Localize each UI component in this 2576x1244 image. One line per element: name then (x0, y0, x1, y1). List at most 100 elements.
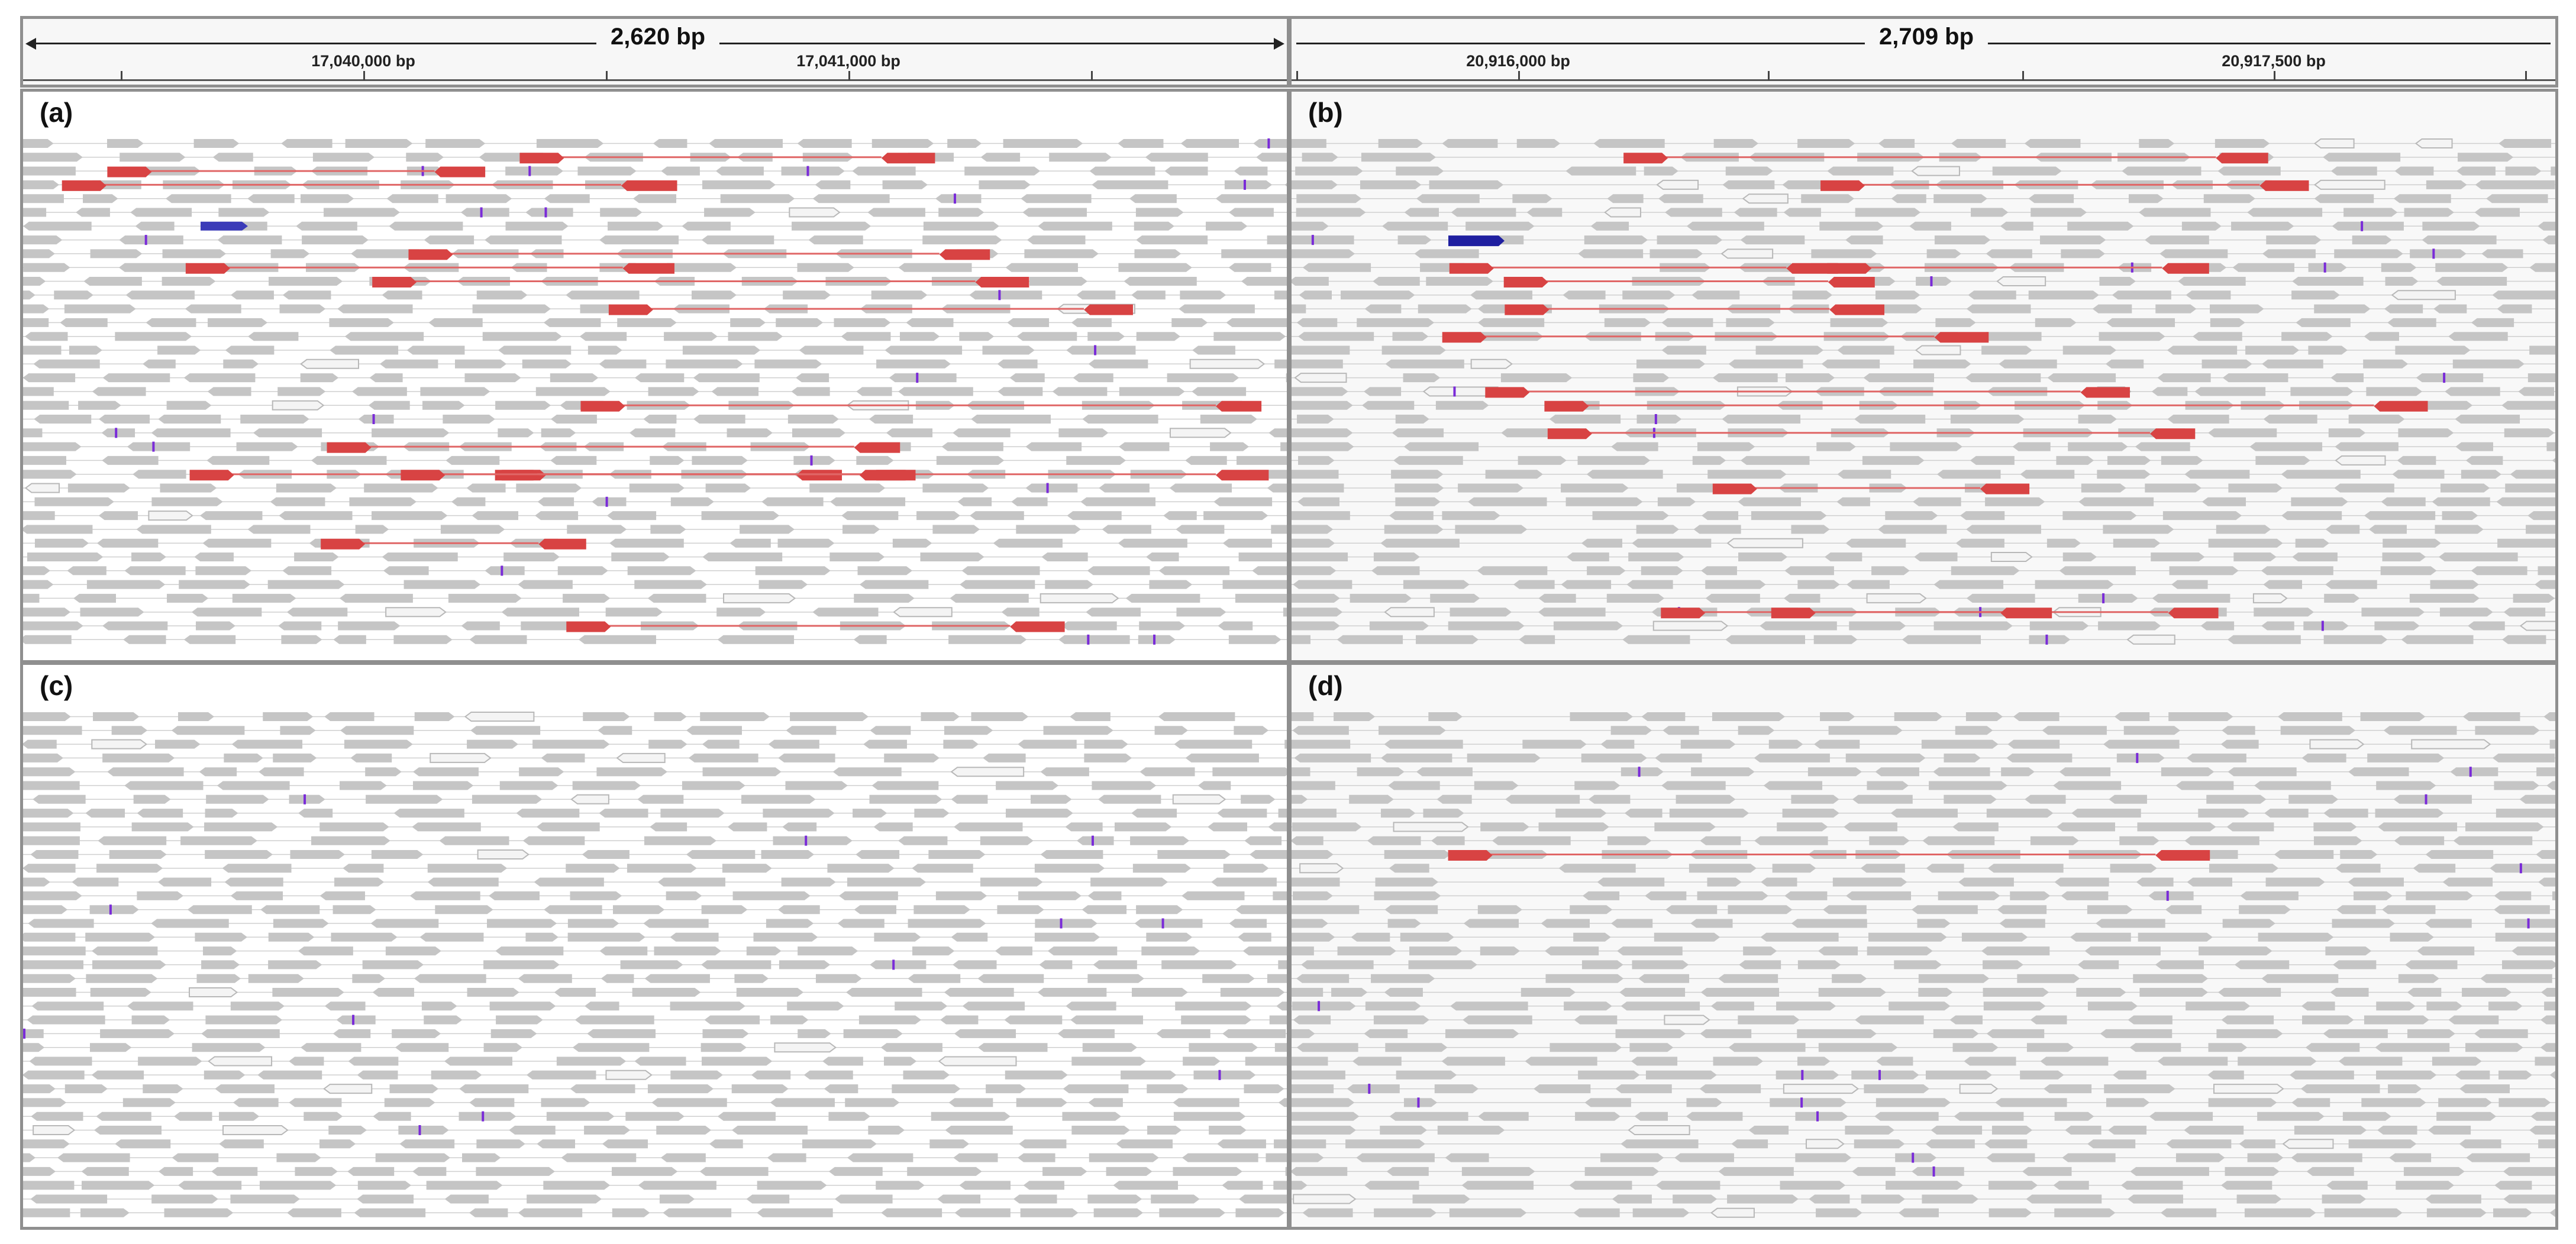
aligned-read (157, 345, 201, 355)
aligned-read (2542, 235, 2555, 245)
aligned-read (1628, 1125, 1690, 1135)
aligned-read (616, 752, 666, 763)
aligned-read (2502, 635, 2546, 644)
aligned-read (550, 373, 599, 383)
aligned-read (23, 932, 76, 942)
aligned-read (1226, 318, 1287, 327)
aligned-read (2081, 483, 2126, 493)
aligned-read (1690, 919, 1733, 928)
aligned-read (2433, 304, 2467, 314)
aligned-read (1384, 739, 1463, 749)
aligned-read (278, 621, 322, 631)
aligned-read (599, 809, 648, 818)
aligned-read (799, 345, 864, 355)
aligned-read (1849, 621, 1906, 631)
aligned-read (23, 249, 55, 259)
aligned-read (2238, 1056, 2317, 1066)
aligned-read (1862, 455, 1925, 465)
aligned-read (1369, 621, 1429, 631)
aligned-read (2492, 753, 2555, 762)
aligned-read (2465, 455, 2503, 465)
aligned-read (763, 809, 835, 818)
aligned-read (23, 891, 82, 900)
aligned-read (2123, 726, 2181, 735)
aligned-read (702, 739, 740, 749)
aligned-read (1458, 483, 1524, 493)
aligned-read (1378, 139, 1423, 148)
aligned-read (1364, 1181, 1419, 1190)
aligned-read (1241, 277, 1287, 286)
split-read-segment (62, 180, 106, 191)
split-read-segment (1828, 277, 1875, 287)
aligned-read (1837, 470, 1891, 479)
aligned-read (1388, 781, 1440, 790)
aligned-read (2108, 1126, 2147, 1135)
aligned-read (2167, 345, 2238, 355)
panel-b: (b) (1289, 89, 2558, 663)
aligned-read (1740, 455, 1810, 465)
aligned-read (1299, 290, 1332, 300)
aligned-read (1242, 946, 1287, 956)
aligned-read (1743, 946, 1777, 956)
aligned-read (1845, 753, 1926, 762)
aligned-read (570, 1084, 635, 1094)
aligned-read (1106, 1167, 1153, 1176)
aligned-read (1021, 194, 1092, 203)
aligned-read (23, 455, 66, 465)
aligned-read (682, 345, 761, 355)
aligned-read (1082, 415, 1158, 424)
aligned-read (1564, 1001, 1612, 1011)
aligned-read (1118, 442, 1170, 451)
insertion-marker (372, 414, 375, 424)
aligned-read (282, 290, 331, 300)
aligned-read (1292, 635, 1311, 644)
aligned-read (1393, 822, 1469, 832)
aligned-read (937, 1194, 981, 1204)
aligned-read (1237, 455, 1287, 465)
aligned-read (1212, 767, 1287, 777)
aligned-read (1292, 1153, 1324, 1162)
aligned-read (599, 359, 647, 369)
aligned-read (2546, 781, 2555, 790)
aligned-read (102, 621, 168, 631)
aligned-read (1692, 455, 1726, 465)
aligned-read (219, 1111, 260, 1121)
aligned-read (2335, 442, 2399, 451)
aligned-read (686, 726, 742, 735)
split-read-segment (881, 153, 935, 164)
panel-label: (b) (1308, 97, 1343, 128)
aligned-read (1959, 1084, 1999, 1094)
aligned-read (2426, 180, 2467, 189)
aligned-read (938, 208, 984, 217)
aligned-read (2381, 497, 2426, 506)
aligned-read (1016, 1098, 1067, 1107)
aligned-read (1836, 497, 1870, 506)
aligned-read (1722, 415, 1801, 424)
insertion-marker (115, 428, 118, 438)
split-read-segment (1547, 428, 1592, 440)
aligned-read (83, 277, 142, 286)
aligned-read (634, 580, 707, 589)
aligned-read (427, 877, 499, 887)
aligned-read (2328, 428, 2366, 438)
aligned-read (23, 345, 62, 355)
aligned-read (2216, 1029, 2283, 1038)
aligned-read (2133, 974, 2209, 983)
aligned-read (23, 428, 43, 438)
aligned-read (1292, 905, 1360, 915)
aligned-read (183, 635, 236, 644)
aligned-read (2543, 712, 2555, 721)
aligned-read (644, 836, 716, 845)
aligned-read (786, 726, 837, 735)
aligned-read (2059, 767, 2111, 777)
insertion-marker (2166, 890, 2169, 901)
aligned-read (572, 1043, 650, 1052)
aligned-read (289, 1098, 342, 1107)
aligned-read (880, 1043, 942, 1052)
aligned-read (196, 974, 241, 983)
aligned-read (1134, 221, 1174, 231)
aligned-read (323, 1084, 373, 1094)
aligned-read (371, 850, 424, 859)
aligned-read (23, 781, 80, 790)
aligned-read (86, 974, 158, 983)
